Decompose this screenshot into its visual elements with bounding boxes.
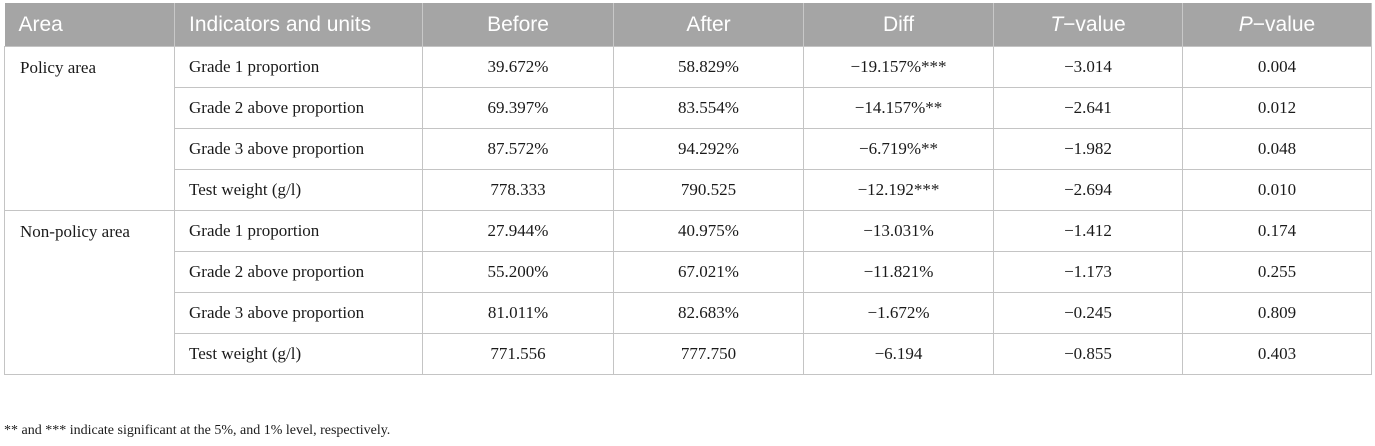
table-row: Test weight (g/l) 771.556 777.750 −6.194 −0.…: [5, 332, 1372, 375]
table-row: Grade 2 above proportion 69.397% 83.554% −1…: [5, 86, 1372, 128]
t-value-cell: −0.855: [993, 332, 1183, 375]
after-cell: 94.292%: [613, 127, 804, 169]
header-indicators: Indicators and units: [174, 3, 423, 46]
before-cell: 39.672%: [422, 45, 614, 87]
header-t-suffix: −value: [1063, 13, 1126, 36]
results-table-container: Area Indicators and units Before After D…: [4, 3, 1372, 375]
diff-cell: −1.672%: [803, 291, 994, 333]
after-cell: 83.554%: [613, 86, 804, 128]
diff-cell: −13.031%: [803, 209, 994, 251]
indicator-cell: Test weight (g/l): [174, 332, 423, 375]
indicator-cell: Grade 1 proportion: [174, 209, 423, 251]
before-cell: 69.397%: [422, 86, 614, 128]
indicator-cell: Grade 3 above proportion: [174, 291, 423, 333]
before-cell: 771.556: [422, 332, 614, 375]
after-cell: 67.021%: [613, 250, 804, 292]
p-value-cell: 0.255: [1182, 250, 1372, 292]
p-value-cell: 0.004: [1182, 45, 1372, 87]
table-body: Policy area Grade 1 proportion 39.672% 58.8…: [4, 45, 1372, 375]
p-value-cell: 0.010: [1182, 168, 1372, 210]
after-cell: 790.525: [613, 168, 804, 210]
header-p-symbol: P: [1238, 13, 1253, 36]
results-table: Area Indicators and units Before After D…: [4, 3, 1372, 375]
p-value-cell: 0.403: [1182, 332, 1372, 375]
before-cell: 87.572%: [422, 127, 614, 169]
p-value-cell: 0.174: [1182, 209, 1372, 251]
before-cell: 81.011%: [422, 291, 614, 333]
header-t-symbol: T: [1050, 13, 1064, 36]
header-after: After: [613, 3, 804, 46]
header-diff: Diff: [803, 3, 994, 46]
diff-cell: −12.192***: [803, 168, 994, 210]
header-t-value: T−value: [993, 3, 1183, 46]
diff-cell: −14.157%**: [803, 86, 994, 128]
after-cell: 777.750: [613, 332, 804, 375]
after-cell: 58.829%: [613, 45, 804, 87]
t-value-cell: −0.245: [993, 291, 1183, 333]
table-row: Test weight (g/l) 778.333 790.525 −12.192**…: [5, 168, 1372, 210]
header-area: Area: [18, 13, 63, 36]
diff-cell: −6.194: [803, 332, 994, 375]
diff-cell: −11.821%: [803, 250, 994, 292]
table-footnote: ** and *** indicate significant at the 5…: [4, 423, 391, 438]
table-row: Grade 3 above proportion 87.572% 94.292% −6…: [5, 127, 1372, 169]
t-value-cell: −1.173: [993, 250, 1183, 292]
table-row: Non-policy area Grade 1 proportion 27.944%…: [4, 209, 1372, 375]
p-value-cell: 0.048: [1182, 127, 1372, 169]
t-value-cell: −2.694: [993, 168, 1183, 210]
table-row: Policy area Grade 1 proportion 39.672% 58.8…: [4, 45, 1372, 210]
header-p-suffix: −value: [1252, 13, 1316, 36]
after-cell: 82.683%: [613, 291, 804, 333]
p-value-cell: 0.809: [1182, 291, 1372, 333]
indicator-cell: Grade 2 above proportion: [174, 250, 423, 292]
before-cell: 27.944%: [422, 209, 614, 251]
t-value-cell: −1.982: [993, 127, 1183, 169]
diff-cell: −19.157%***: [803, 45, 994, 87]
diff-cell: −6.719%**: [803, 127, 994, 169]
table-header: Area Indicators and units Before After D…: [4, 3, 1372, 46]
t-value-cell: −3.014: [993, 45, 1183, 87]
indicator-cell: Grade 2 above proportion: [174, 86, 423, 128]
t-value-cell: −1.412: [993, 209, 1183, 251]
t-value-cell: −2.641: [993, 86, 1183, 128]
area-cell: Non-policy area: [4, 209, 175, 375]
p-value-cell: 0.012: [1182, 86, 1372, 128]
indicator-cell: Test weight (g/l): [174, 168, 423, 210]
table-row: Grade 3 above proportion 81.011% 82.683% −1…: [5, 291, 1372, 333]
before-cell: 778.333: [422, 168, 614, 210]
header-p-value: P−value: [1182, 3, 1372, 46]
before-cell: 55.200%: [422, 250, 614, 292]
indicator-cell: Grade 3 above proportion: [174, 127, 423, 169]
indicator-cell: Grade 1 proportion: [174, 45, 423, 87]
after-cell: 40.975%: [613, 209, 804, 251]
header-before: Before: [422, 3, 614, 46]
table-row: Grade 2 above proportion 55.200% 67.021% −1…: [5, 250, 1372, 292]
header-row: Area Indicators and units Before After D…: [4, 3, 1372, 46]
area-cell: Policy area: [4, 45, 175, 210]
